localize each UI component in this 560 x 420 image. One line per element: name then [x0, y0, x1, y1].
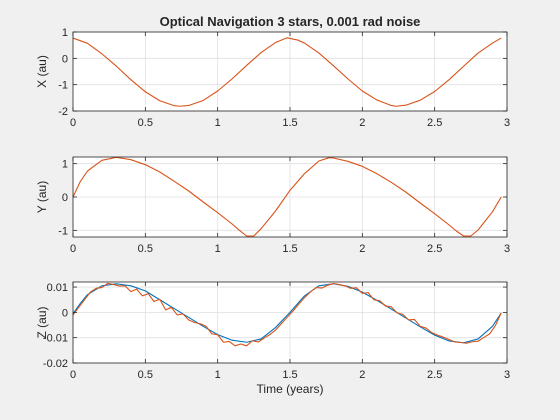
x-tick-label: 0.5 [138, 117, 153, 129]
series-line-1 [72, 283, 502, 344]
x-tick-label: 1 [215, 117, 221, 129]
y-axis-label: X (au) [35, 55, 49, 88]
y-axis-label: Z (au) [35, 306, 49, 338]
x-tick-label: 1.5 [282, 243, 297, 255]
x-tick-label: 3 [504, 117, 510, 129]
x-tick-label: 0 [70, 369, 76, 381]
y-tick-label: -0.01 [43, 333, 68, 345]
x-tick-label: 1.5 [282, 117, 297, 129]
y-tick-label: 0.01 [47, 282, 68, 294]
y-tick-label: -0.02 [43, 358, 68, 370]
x-tick-label: 0 [70, 117, 76, 129]
subplot-3: 0 0.5 1 1.5 2 2.5 3 -0.02 -0.01 0 0.01 Z (au) Time (… [35, 281, 510, 396]
series-line-2 [72, 282, 502, 347]
x-tick-label: 2.5 [427, 117, 442, 129]
y-tick-label: -1 [58, 225, 68, 237]
y-tick-label: 0 [62, 307, 68, 319]
y-tick-label: -1 [58, 80, 68, 92]
x-tick-label: 1.5 [282, 369, 297, 381]
x-tick-label: 2 [359, 117, 365, 129]
x-tick-label: 2 [359, 243, 365, 255]
y-tick-label: 0 [62, 192, 68, 204]
x-tick-label: 0 [70, 243, 76, 255]
x-tick-label: 2 [359, 369, 365, 381]
x-tick-label: 3 [504, 243, 510, 255]
series-line-1 [72, 37, 502, 107]
y-axis-label: Y (au) [35, 181, 49, 213]
y-tick-label: -2 [58, 106, 68, 118]
x-tick-label: 0.5 [138, 243, 153, 255]
x-tick-label: 3 [504, 369, 510, 381]
chart-title: Optical Navigation 3 stars, 0.001 rad no… [160, 14, 421, 29]
subplot-1: 0 0.5 1 1.5 2 2.5 3 -2 -1 0 1 X (au) [35, 27, 510, 129]
x-tick-label: 0.5 [138, 369, 153, 381]
x-tick-label: 1 [215, 243, 221, 255]
y-tick-label: 0 [62, 53, 68, 65]
x-axis-label: Time (years) [257, 382, 324, 396]
y-tick-label: 1 [62, 27, 68, 39]
series-line-1 [72, 156, 502, 237]
x-tick-label: 2.5 [427, 369, 442, 381]
x-tick-label: 1 [215, 369, 221, 381]
x-tick-label: 2.5 [427, 243, 442, 255]
y-tick-label: 1 [62, 159, 68, 171]
